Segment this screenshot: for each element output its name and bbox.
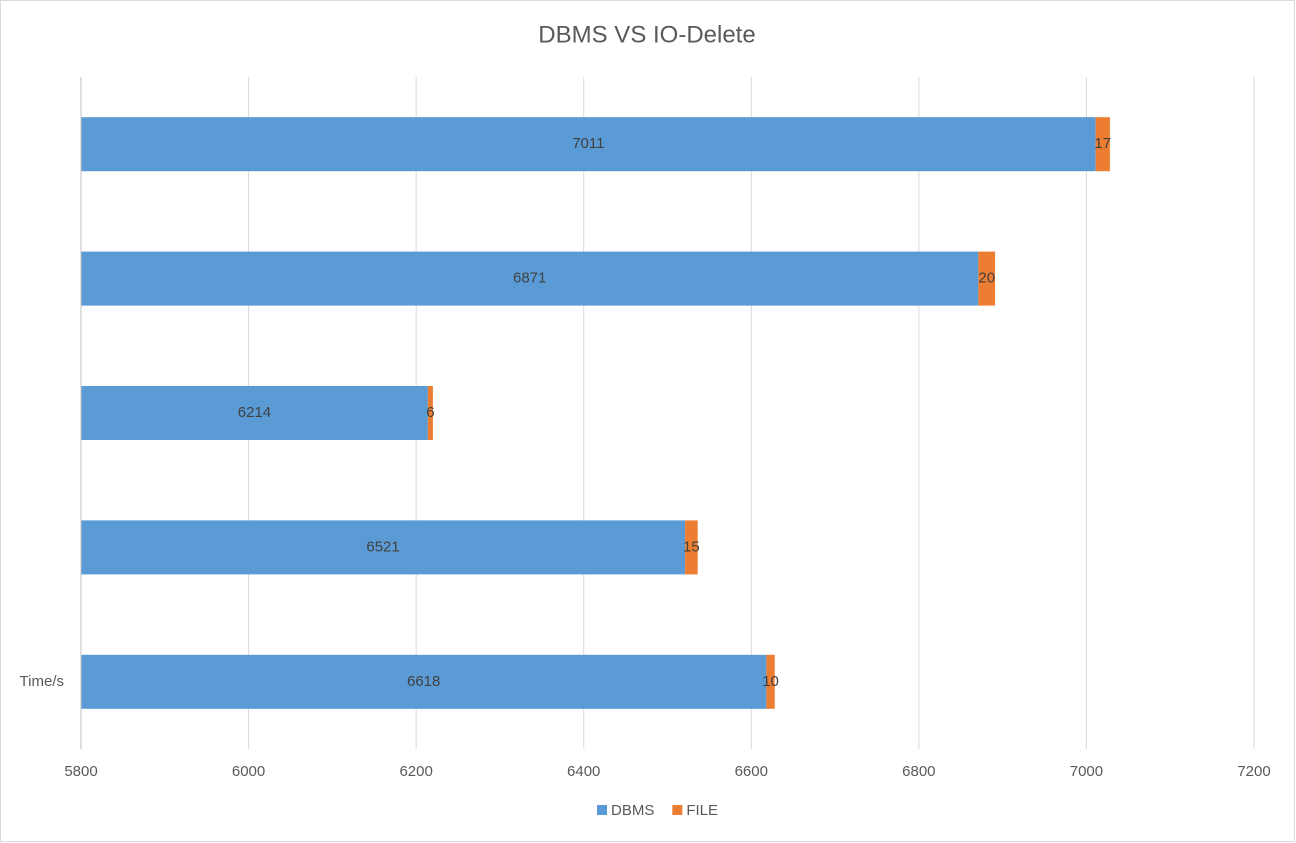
bar-segment [81,520,686,575]
x-tick-label: 6200 [399,763,432,780]
x-tick-label: 5800 [64,763,97,780]
data-label: 6871 [513,270,546,287]
data-label: 6521 [366,538,399,555]
data-label: 7011 [572,135,604,152]
legend-label: DBMS [611,802,654,819]
data-label: 6 [426,404,434,421]
y-tick-label: Time/s [20,673,64,690]
x-tick-label: 7000 [1070,763,1103,780]
bar-segment [81,386,428,440]
data-label: 6618 [407,673,440,690]
bar-segment [427,386,433,440]
bar-segment [766,654,775,709]
x-tick-label: 7200 [1237,763,1270,780]
data-label: 17 [1094,135,1111,152]
data-label: 15 [683,538,700,555]
bar-segment [81,654,767,709]
bar-segment [81,117,1096,172]
x-tick-label: 6600 [735,763,768,780]
legend-label: FILE [686,802,718,819]
data-label: 6214 [238,404,271,421]
legend-swatch [597,805,607,815]
bar-segment [81,251,979,306]
bar-segment [685,520,698,575]
x-tick-label: 6000 [232,763,265,780]
x-tick-label: 6800 [902,763,935,780]
x-tick-label: 6400 [567,763,600,780]
bar-segment [978,251,996,306]
data-label: 10 [762,673,779,690]
chart-title: DBMS VS IO-Delete [538,21,755,48]
legend-swatch [672,805,683,815]
bar-segment [1095,117,1110,172]
data-label: 20 [978,270,995,287]
